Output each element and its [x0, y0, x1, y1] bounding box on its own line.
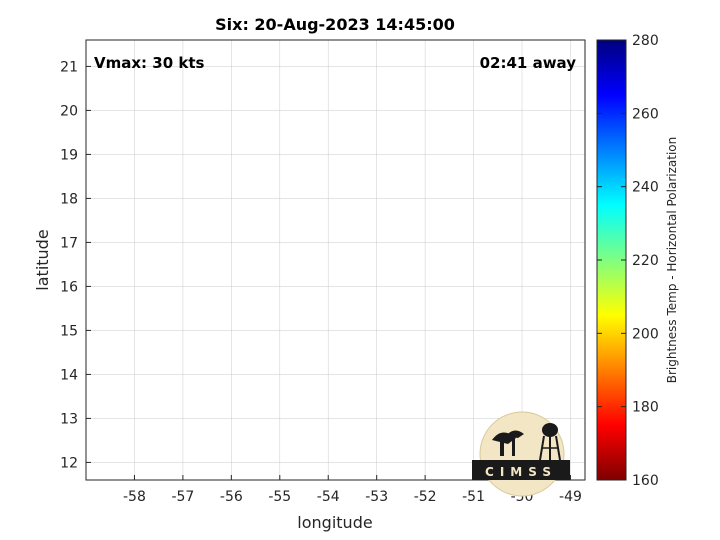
- colorbar-tick-label-6: 280: [632, 33, 659, 49]
- colorbar-tick-label-0: 160: [632, 473, 659, 489]
- axes-box: [85, 39, 586, 481]
- y-tick-label-2: 14: [60, 367, 78, 383]
- y-tick-label-7: 19: [60, 147, 78, 163]
- x-tick-label-1: -57: [171, 489, 194, 505]
- x-tick-label-9: -49: [559, 489, 582, 505]
- vmax-label: Vmax: 30 kts: [94, 54, 204, 72]
- logo-text: CIMSS: [485, 465, 557, 479]
- x-tick-label-7: -51: [462, 489, 485, 505]
- y-tick-label-5: 17: [60, 235, 78, 251]
- logo-dish-icon-2: [506, 430, 524, 438]
- time-away-label: 02:41 away: [480, 54, 577, 72]
- y-axis-ticks: 12 13 14 15 16 17 18 19 20 21: [60, 59, 91, 471]
- x-axis-label: longitude: [297, 513, 372, 532]
- logo-tower-icon: [539, 423, 561, 461]
- plot-background: [86, 40, 585, 480]
- x-tick-label-6: -52: [414, 489, 437, 505]
- colorbar-tick-label-1: 180: [632, 400, 659, 416]
- y-tick-label-4: 16: [60, 279, 78, 295]
- cimss-logo: CIMSS: [472, 411, 570, 497]
- y-tick-label-3: 15: [60, 323, 78, 339]
- chart-title: Six: 20-Aug-2023 14:45:00: [215, 15, 455, 34]
- y-tick-label-6: 18: [60, 191, 78, 207]
- y-axis-label: latitude: [33, 229, 52, 290]
- y-tick-label-8: 20: [60, 103, 78, 119]
- x-tick-label-5: -53: [365, 489, 388, 505]
- x-tick-label-3: -55: [268, 489, 291, 505]
- y-tick-label-9: 21: [60, 59, 78, 75]
- x-tick-label-4: -54: [317, 489, 340, 505]
- y-tick-label-0: 12: [60, 455, 78, 471]
- x-tick-label-0: -58: [123, 489, 146, 505]
- colorbar-ticks: 160 180 200 220 240 260 280: [597, 33, 659, 489]
- colorbar-label: Brightness Temp - Horizontal Polarizatio…: [665, 137, 679, 384]
- colorbar-tick-label-3: 220: [632, 253, 659, 269]
- colorbar-tick-label-2: 200: [632, 326, 659, 342]
- colorbar: 160 180 200 220 240 260 280 Brightness Temp - …: [596, 33, 679, 489]
- colorbar-tick-label-4: 240: [632, 180, 659, 196]
- colorbar-tick-label-5: 260: [632, 106, 659, 122]
- y-tick-label-1: 13: [60, 411, 78, 427]
- logo-bar: [472, 460, 570, 480]
- x-tick-label-2: -56: [220, 489, 243, 505]
